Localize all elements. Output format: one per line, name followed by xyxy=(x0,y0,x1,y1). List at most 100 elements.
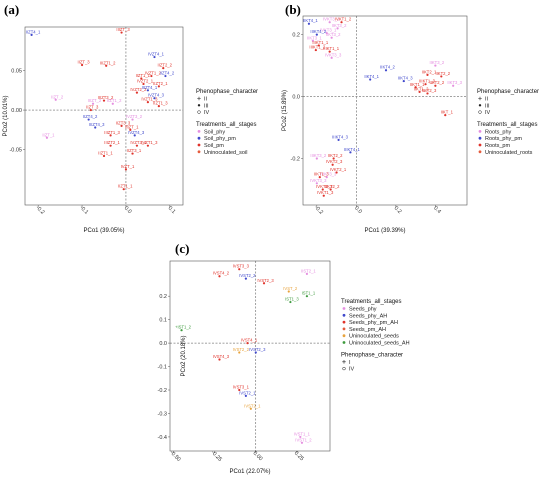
point-label: IVZT4_1 xyxy=(148,52,165,57)
data-point xyxy=(311,39,314,42)
x-tick-label: 0.2 xyxy=(393,205,403,215)
point-label: IVST4_1 xyxy=(241,338,258,343)
data-point xyxy=(246,341,249,345)
x-tick-label: -0.2 xyxy=(313,205,324,216)
legend-key xyxy=(342,313,346,317)
data-point xyxy=(315,33,318,36)
point-label: IIZT_1 xyxy=(42,132,55,137)
data-point xyxy=(289,300,292,304)
data-point xyxy=(146,89,149,92)
data-point xyxy=(244,277,247,280)
data-point xyxy=(254,351,257,354)
data-point xyxy=(122,188,125,191)
legend-key xyxy=(342,334,346,338)
point-label: IIZT1_1 xyxy=(136,73,151,78)
legend-item-label: Soil_phy xyxy=(204,129,225,135)
legend-key-plus-icon xyxy=(342,360,346,364)
data-point xyxy=(238,388,241,392)
point-label: IVST3_3 xyxy=(233,264,250,269)
x-tick-label: 0.00 xyxy=(252,450,264,462)
point-label: IIKT1_1 xyxy=(410,82,425,87)
point-label: +IST1_2 xyxy=(175,325,192,330)
point-label: IIZT1_2 xyxy=(107,98,122,103)
legend-item-label: I xyxy=(349,360,351,366)
data-point xyxy=(314,48,317,52)
point-label: IIZT1_3 xyxy=(153,101,168,106)
data-point xyxy=(418,90,421,94)
y-tick-label: 0.0 xyxy=(292,95,300,101)
data-point xyxy=(317,44,320,47)
x-axis-label: PCo1 (22.07%) xyxy=(229,469,270,475)
plot-frame xyxy=(24,26,184,206)
point-label: IVKT3_1 xyxy=(323,17,340,22)
y-tick-label: 0.1 xyxy=(159,318,167,324)
point-label: IIZT2_1 xyxy=(153,81,168,86)
point-label: IIIZT_2 xyxy=(88,98,102,103)
x-axis-label: PCo1 (39.05%) xyxy=(83,228,124,234)
legend-item-label: Seeds_phy_pm_AH xyxy=(349,320,398,326)
legend-item-label: IV xyxy=(485,110,491,116)
data-point xyxy=(91,102,95,105)
data-point xyxy=(45,136,49,139)
y-tick-label: -0.1 xyxy=(158,365,167,371)
plot-c: -0.50 -0.25 0.00 0.250.20.10.0-0.1-0.2-0.3-… xyxy=(158,260,410,475)
data-point xyxy=(330,56,333,59)
point-label: IIZT3_3 xyxy=(116,120,131,125)
legend-key xyxy=(478,130,482,133)
legend-title: Phenophase_character xyxy=(196,89,258,95)
data-point xyxy=(336,27,339,30)
data-point xyxy=(153,55,156,59)
data-point xyxy=(331,163,334,166)
data-point xyxy=(54,98,57,101)
legend-key xyxy=(342,327,346,331)
data-point xyxy=(157,105,160,108)
legend-key-dot-icon xyxy=(197,104,201,107)
y-axis-label: PCo2 (20.18%) xyxy=(181,335,187,376)
data-point xyxy=(330,36,333,39)
y-tick-label: 0.2 xyxy=(159,294,167,300)
point-label: IVKT2_3 xyxy=(326,159,343,164)
point-label: IST1_3 xyxy=(285,297,299,302)
legend-key-circle-icon xyxy=(342,366,346,371)
data-point xyxy=(328,21,331,24)
point-label: IIIKT1_3 xyxy=(419,79,435,84)
point-label: IIIZT4_1 xyxy=(142,85,158,90)
data-point xyxy=(131,152,134,155)
plot-a: -0.2 -0.1 0.0 0.1 0.05 0.00 -0.05 PCo1 (39.05%)… xyxy=(3,26,258,234)
panel-label-a: (a) xyxy=(4,2,19,17)
point-label: IVZT4_3 xyxy=(128,130,145,135)
data-point xyxy=(80,63,84,67)
data-point xyxy=(238,351,241,354)
legend-item-label: Seeds_phy_AH xyxy=(349,313,387,319)
data-point xyxy=(434,84,437,87)
point-label: IIKT3_2 xyxy=(332,23,347,28)
point-label: IST1_1 xyxy=(302,291,316,296)
legend-key xyxy=(478,150,482,154)
point-label: IIKT1_2 xyxy=(414,86,429,91)
data-point xyxy=(135,144,139,147)
point-label: IVST1_2 xyxy=(295,437,312,442)
data-point xyxy=(244,394,247,397)
point-label: IIKT2_2 xyxy=(325,184,340,189)
data-point xyxy=(218,275,221,278)
data-point xyxy=(322,194,325,197)
legend-key xyxy=(342,307,346,310)
x-tick-label: -0.2 xyxy=(34,205,45,216)
point-label: IIKT3_3 xyxy=(447,80,462,85)
legend-key-circle-icon xyxy=(478,110,482,114)
point-label: IVST2_1 xyxy=(239,390,256,395)
data-point xyxy=(262,282,266,285)
point-label: IVZT_1 xyxy=(121,164,135,169)
data-point xyxy=(315,157,318,160)
data-point xyxy=(426,92,429,95)
data-point xyxy=(87,118,90,121)
legend-item-label: Seeds_pm_AH xyxy=(349,327,386,333)
data-point xyxy=(287,290,290,293)
point-label: IVZT4_3 xyxy=(148,93,165,98)
data-point xyxy=(325,176,328,179)
data-point xyxy=(162,67,165,70)
data-point xyxy=(133,134,136,137)
point-label: IIKT4_1 xyxy=(303,18,318,23)
data-point xyxy=(335,171,338,174)
